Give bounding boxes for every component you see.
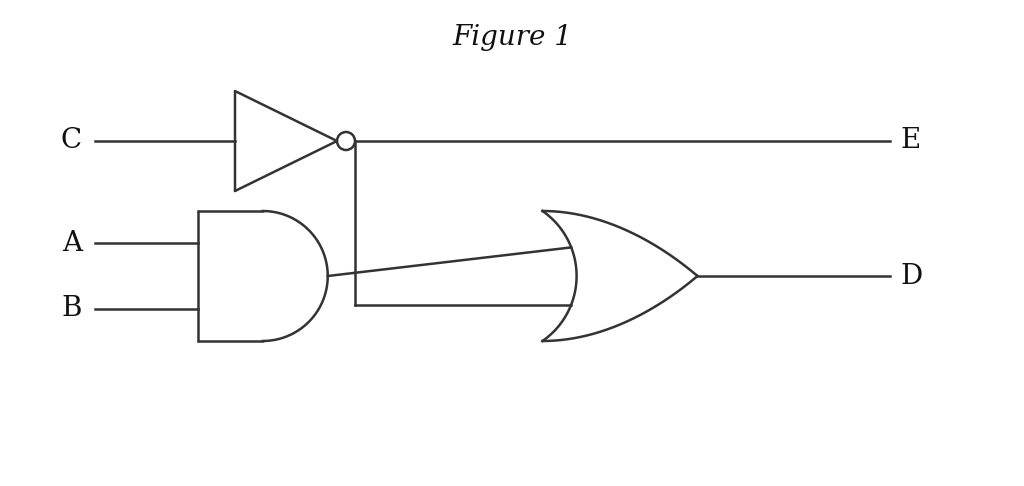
Text: B: B (61, 295, 82, 322)
Text: D: D (900, 262, 923, 290)
Text: Figure 1: Figure 1 (452, 24, 572, 52)
Text: C: C (60, 127, 82, 155)
Text: A: A (61, 230, 82, 257)
Text: E: E (900, 127, 921, 155)
